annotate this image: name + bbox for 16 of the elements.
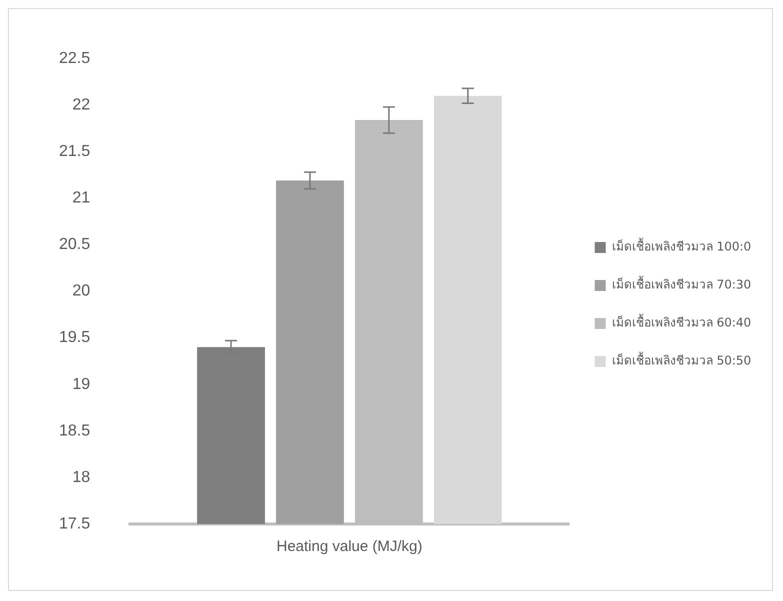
x-tick-label: Heating value (MJ/kg) bbox=[276, 538, 422, 556]
legend-label: เม็ดเชื้อเพลิงชีวมวล 60:40 bbox=[612, 314, 752, 330]
y-tick-label: 18.5 bbox=[59, 422, 90, 440]
legend-label: เม็ดเชื้อเพลิงชีวมวล 50:50 bbox=[612, 352, 752, 368]
y-tick-label: 19.5 bbox=[59, 329, 90, 346]
y-tick-label: 20.5 bbox=[59, 236, 90, 254]
y-tick-label: 22 bbox=[72, 96, 90, 114]
legend-label: เม็ดเชื้อเพลิงชีวมวล 100:0 bbox=[612, 238, 752, 254]
y-tick-label: 22.5 bbox=[59, 50, 90, 68]
y-tick-label: 21 bbox=[72, 190, 90, 207]
y-tick-label: 20 bbox=[72, 282, 90, 300]
y-tick-label: 17.5 bbox=[59, 515, 90, 532]
legend-label: เม็ดเชื้อเพลิงชีวมวล 70:30 bbox=[612, 276, 752, 292]
y-tick-label: 21.5 bbox=[59, 143, 90, 160]
y-tick-label: 19 bbox=[72, 376, 90, 393]
y-tick-label: 18 bbox=[72, 468, 90, 486]
